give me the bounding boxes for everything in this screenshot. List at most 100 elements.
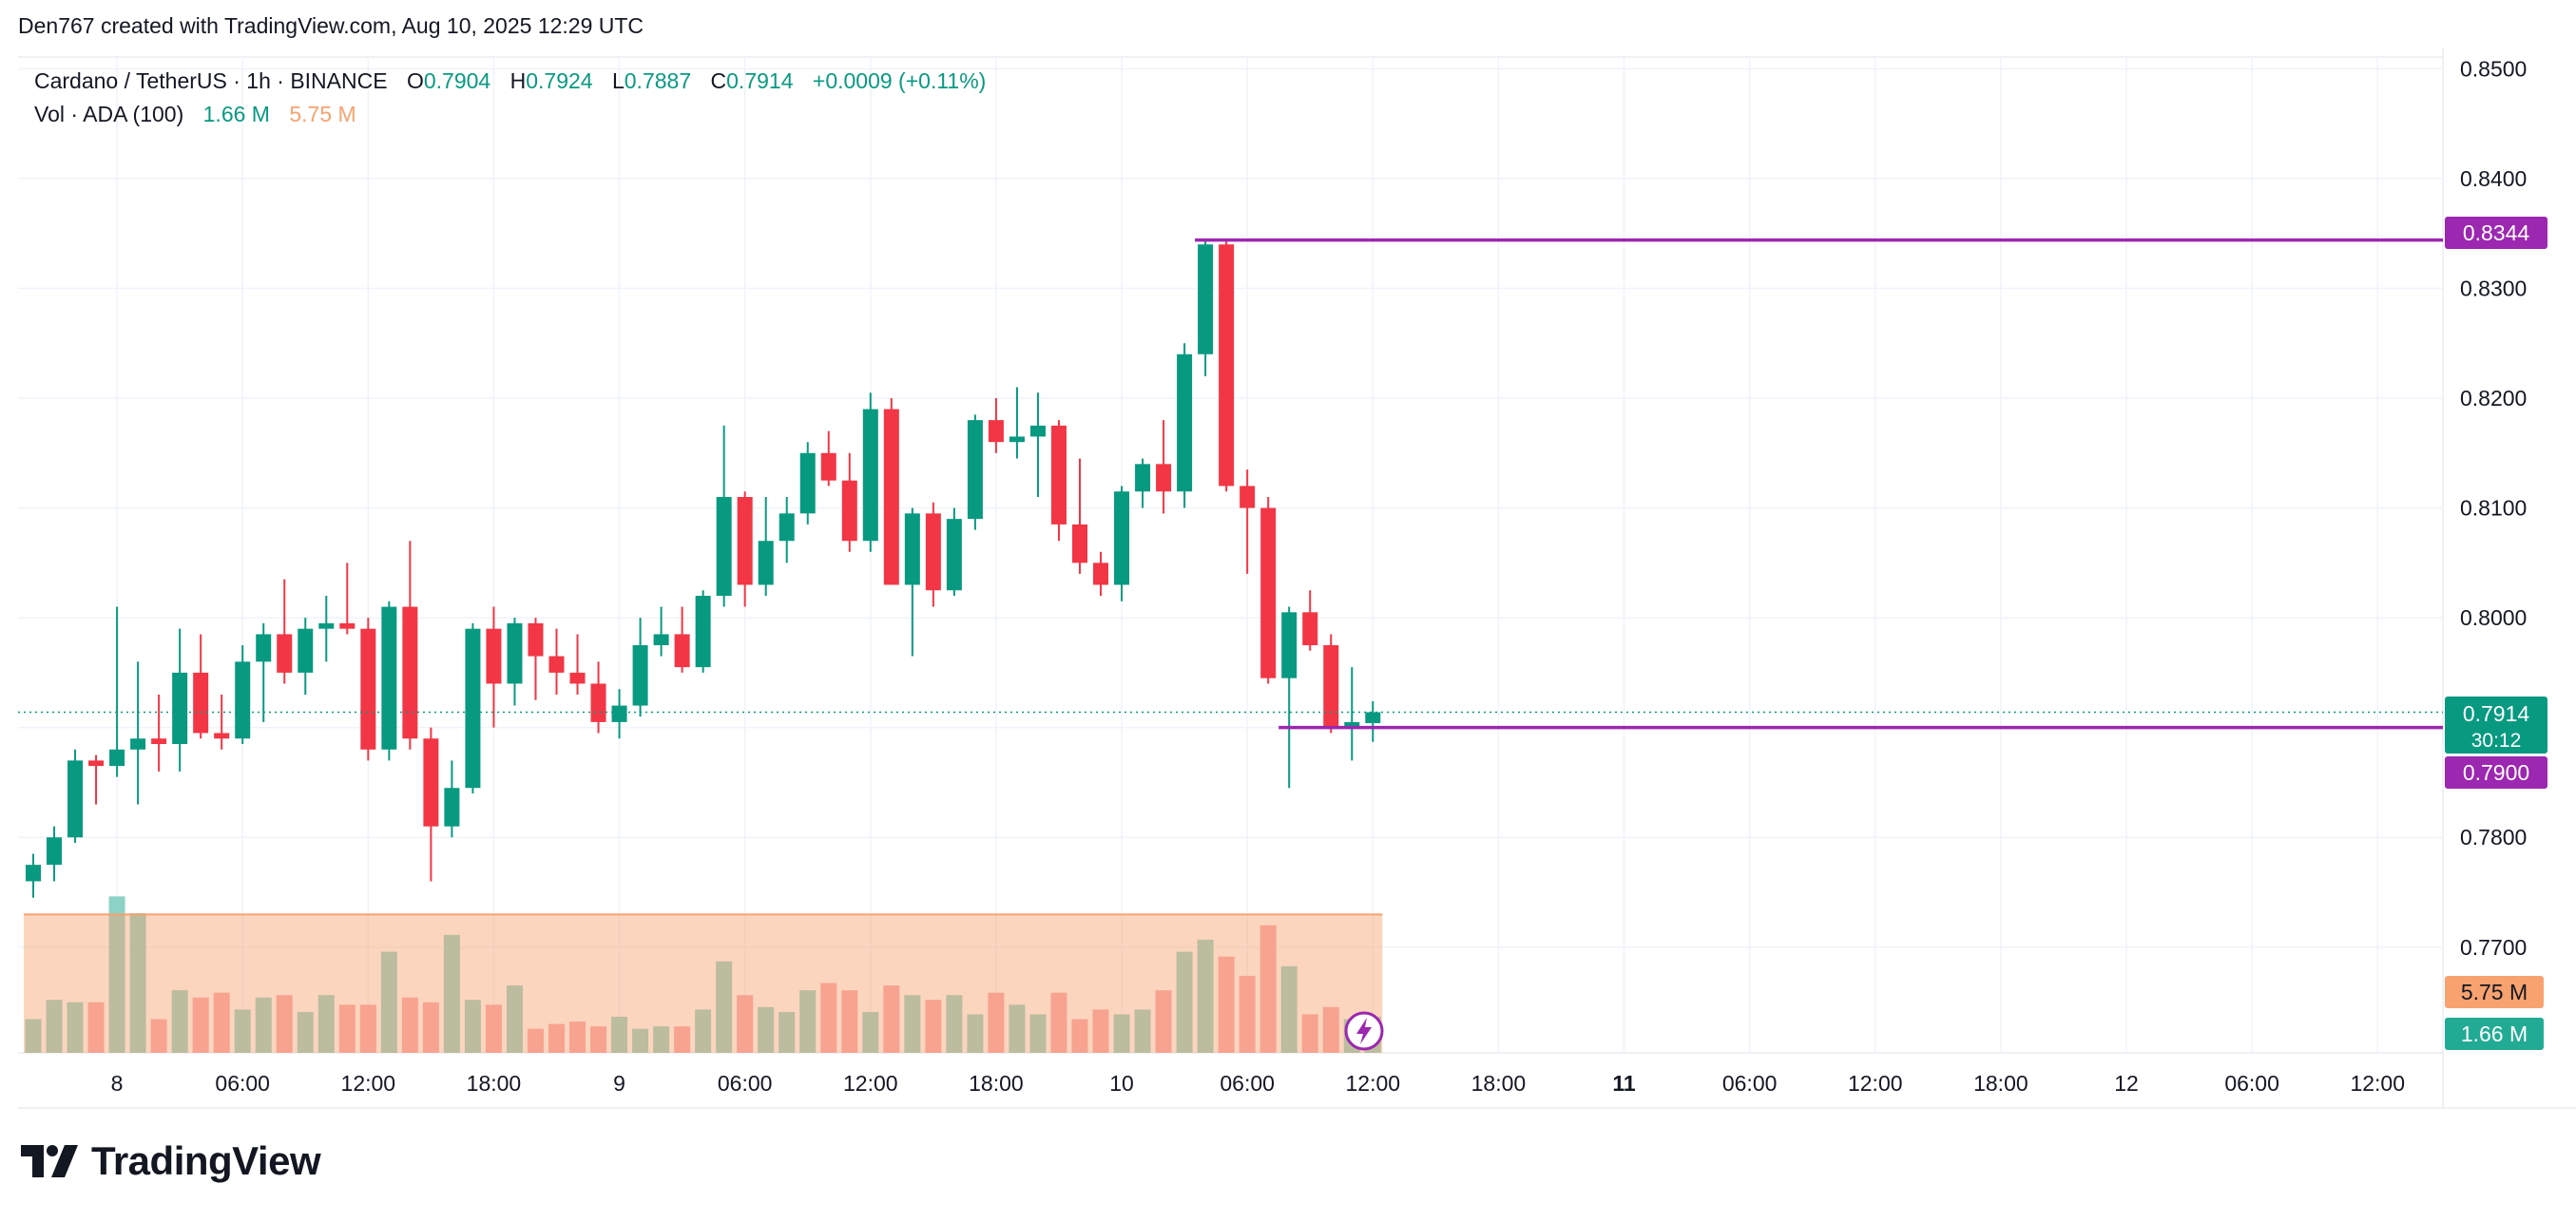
time-tick-label: 06:00 — [2224, 1071, 2279, 1096]
legend-high-value: 0.7924 — [526, 68, 593, 93]
volume-bar — [611, 1017, 628, 1053]
volume-bar — [171, 990, 188, 1053]
candle-body — [130, 738, 146, 750]
candle-body — [925, 513, 941, 591]
candle-body — [109, 749, 125, 767]
volume-bar — [548, 1023, 565, 1053]
lightning-icon[interactable] — [1344, 1011, 1384, 1051]
volume-bar — [1322, 1006, 1339, 1053]
candle-body — [26, 865, 41, 882]
volume-bar — [485, 1004, 502, 1053]
candle-body — [799, 452, 816, 514]
volume-bar — [1280, 965, 1298, 1053]
volume-bar — [737, 995, 754, 1053]
candle-body — [632, 645, 648, 706]
candle-body — [1050, 425, 1067, 525]
candle-body — [444, 788, 460, 827]
volume-bar — [25, 1019, 42, 1053]
legend-close-label: C — [711, 68, 727, 93]
volume-bar — [1071, 1019, 1088, 1053]
time-tick-label: 8 — [111, 1071, 124, 1096]
volume-bar — [967, 1014, 984, 1053]
candle-body — [1198, 244, 1214, 354]
price-tick-label: 0.7800 — [2460, 825, 2527, 850]
time-tick-label: 12:00 — [1848, 1071, 1903, 1096]
candle-body — [298, 628, 314, 673]
candle-body — [47, 837, 63, 866]
volume-bar — [276, 995, 293, 1053]
time-tick-label: 12:00 — [843, 1071, 898, 1096]
candle-body — [820, 452, 836, 481]
candle-body — [674, 634, 690, 668]
candle-body — [423, 738, 439, 827]
tradingview-logo[interactable]: TradingView — [21, 1138, 321, 1184]
candle-body — [1072, 524, 1087, 563]
volume-bar — [192, 997, 209, 1053]
candle-body — [193, 672, 209, 734]
volume-bar — [883, 985, 900, 1053]
volume-bar — [653, 1026, 670, 1053]
time-tick-label: 06:00 — [1722, 1071, 1778, 1096]
candle-body — [1281, 612, 1298, 678]
volume-bar — [862, 1011, 879, 1053]
candle-body — [1177, 353, 1193, 492]
volume-ma-badge: 5.75 M — [2445, 976, 2544, 1008]
candle-body — [548, 656, 565, 673]
candle-body — [569, 672, 586, 684]
candle-body — [88, 760, 105, 767]
candle-body — [151, 738, 167, 744]
time-tick-label: 18:00 — [969, 1071, 1024, 1096]
volume-bar — [317, 995, 335, 1053]
candle-body — [988, 420, 1004, 443]
time-tick-label: 18:00 — [1973, 1071, 2028, 1096]
volume-bar — [422, 1002, 439, 1053]
svg-text:0.7900: 0.7900 — [2463, 760, 2529, 785]
resistance-price-badge: 0.8344 — [2445, 217, 2547, 249]
candle-body — [1302, 612, 1318, 645]
time-tick-label: 06:00 — [1220, 1071, 1275, 1096]
candle-body — [214, 733, 230, 739]
legend-open-value: 0.7904 — [424, 68, 491, 93]
volume-bar — [1113, 1014, 1130, 1053]
volume-bar — [150, 1019, 167, 1053]
candle-body — [507, 622, 523, 684]
volume-bar — [108, 896, 125, 1053]
candle-body — [883, 409, 899, 585]
legend-symbol: Cardano / TetherUS · 1h · BINANCE — [34, 68, 388, 93]
volume-bar — [569, 1022, 586, 1053]
volume-bar — [946, 995, 963, 1053]
grid-lines — [18, 57, 2443, 1053]
legend-volume-ma-value: 5.75 M — [289, 102, 356, 126]
candle-body — [737, 497, 753, 585]
volume-bar — [1134, 1009, 1151, 1053]
volume-bar — [234, 1009, 251, 1053]
volume-bar — [590, 1026, 607, 1053]
candle-body — [381, 606, 397, 750]
candle-body — [946, 519, 962, 591]
candle-body — [904, 513, 920, 585]
price-tick-label: 0.8400 — [2460, 166, 2527, 191]
volume-bar — [1239, 975, 1256, 1053]
volume-bar — [443, 934, 460, 1053]
volume-bar — [1029, 1014, 1047, 1053]
volume-bar — [716, 961, 733, 1053]
candle-body — [758, 541, 774, 585]
candle-body — [1156, 464, 1172, 492]
candle-body — [67, 760, 84, 838]
candle-body — [1323, 645, 1339, 728]
volume-bar — [779, 1011, 796, 1053]
volume-bar — [820, 983, 837, 1053]
candle-body — [1009, 436, 1025, 443]
candle-body — [862, 409, 878, 542]
support-price-badge: 0.7900 — [2445, 756, 2547, 789]
time-tick-label: 18:00 — [467, 1071, 522, 1096]
legend-open-label: O — [407, 68, 424, 93]
time-tick-label: 12:00 — [341, 1071, 396, 1096]
candle-body — [1135, 464, 1151, 492]
legend-low-label: L — [612, 68, 625, 93]
volume-bar — [1218, 956, 1235, 1053]
horizontal-levels[interactable] — [18, 238, 2443, 730]
candle-body — [841, 480, 857, 542]
candle-body — [967, 420, 983, 520]
